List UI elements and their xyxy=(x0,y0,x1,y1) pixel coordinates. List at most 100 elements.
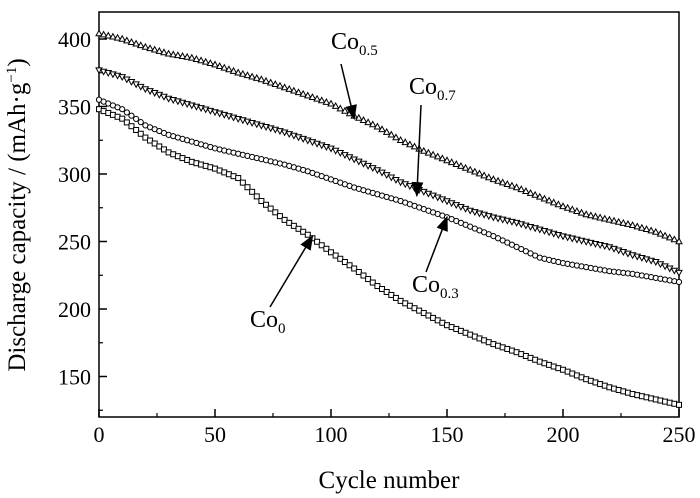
data-point xyxy=(95,29,103,37)
data-point xyxy=(314,238,321,245)
data-point xyxy=(206,59,215,66)
data-point xyxy=(331,102,340,109)
data-point xyxy=(396,136,405,143)
data-point xyxy=(308,93,317,101)
data-point xyxy=(323,245,330,252)
y-axis-title: Discharge capacity / (mAh·g−1) xyxy=(4,58,31,371)
y-tick-label: 250 xyxy=(58,230,91,255)
data-point xyxy=(610,216,618,224)
data-point xyxy=(128,112,135,119)
data-point xyxy=(99,30,108,38)
data-point xyxy=(160,93,168,101)
data-point xyxy=(133,126,140,133)
data-point xyxy=(123,119,130,126)
annotation-arrow xyxy=(340,63,357,121)
data-point xyxy=(169,50,178,58)
x-axis-title: Cycle number xyxy=(319,467,461,494)
data-point xyxy=(535,192,544,200)
data-point xyxy=(109,32,117,40)
data-point xyxy=(317,96,326,104)
x-tick-label: 250 xyxy=(663,422,696,447)
data-point xyxy=(104,31,113,39)
data-point xyxy=(596,213,604,221)
data-point xyxy=(238,69,247,77)
y-axis-title-main: Discharge capacity / (mAh·g xyxy=(4,82,31,372)
data-point xyxy=(475,169,484,177)
data-point xyxy=(113,33,122,41)
data-point xyxy=(549,198,558,206)
annotation-label-subscript: 0.3 xyxy=(440,286,459,302)
data-point xyxy=(271,80,280,88)
data-point xyxy=(137,130,144,137)
data-point xyxy=(136,41,145,49)
data-point xyxy=(410,142,419,150)
data-point xyxy=(457,203,465,211)
data-point xyxy=(563,203,572,211)
data-point xyxy=(498,178,507,186)
data-point xyxy=(368,120,377,128)
annotation-Co0-7: Co0.7 xyxy=(409,74,456,198)
data-point xyxy=(675,237,683,245)
data-point xyxy=(243,71,252,79)
data-point xyxy=(573,207,581,214)
annotation-label: Co0.7 xyxy=(409,74,456,104)
annotation-label: Co0 xyxy=(250,307,286,337)
data-point xyxy=(146,88,154,96)
data-point xyxy=(429,192,437,200)
data-point xyxy=(150,90,159,97)
y-tick-label: 400 xyxy=(58,27,91,52)
data-point xyxy=(133,115,140,123)
data-point xyxy=(299,89,308,97)
data-point xyxy=(522,187,530,194)
series-layer xyxy=(95,29,683,408)
data-point xyxy=(253,193,260,200)
data-point xyxy=(132,39,140,47)
data-point xyxy=(239,179,246,186)
data-point xyxy=(303,91,312,99)
data-point xyxy=(447,158,456,166)
data-point xyxy=(262,76,270,84)
data-point xyxy=(512,183,521,191)
x-tick-label: 150 xyxy=(431,422,464,447)
data-point xyxy=(123,109,130,116)
data-point xyxy=(346,262,353,269)
data-point xyxy=(489,175,498,183)
data-point xyxy=(341,259,348,266)
data-point xyxy=(164,49,173,57)
data-point xyxy=(127,38,136,45)
data-point xyxy=(248,72,256,80)
data-point xyxy=(155,91,164,99)
data-point xyxy=(461,205,470,213)
data-point xyxy=(638,223,646,231)
data-point xyxy=(517,185,526,193)
data-point xyxy=(360,272,367,279)
data-point xyxy=(406,140,414,148)
data-point xyxy=(272,209,279,216)
data-point xyxy=(508,181,516,189)
data-point xyxy=(387,130,396,138)
annotation-label-base: Co xyxy=(331,29,359,55)
annotation-label-base: Co xyxy=(409,74,437,100)
data-point xyxy=(675,269,683,277)
data-point xyxy=(327,99,335,107)
data-point xyxy=(466,165,475,173)
data-point xyxy=(480,171,488,179)
data-point xyxy=(211,60,219,68)
data-point xyxy=(258,198,265,204)
data-point xyxy=(192,55,201,62)
annotation-label: Co0.3 xyxy=(412,272,459,302)
data-point xyxy=(531,190,540,198)
data-point xyxy=(382,127,391,135)
y-axis-title-suffix: ) xyxy=(4,58,31,66)
data-point xyxy=(647,226,656,234)
data-point xyxy=(424,148,433,156)
data-point xyxy=(355,269,362,276)
data-point xyxy=(401,138,410,146)
data-point xyxy=(354,113,363,121)
series-Co0-7 xyxy=(95,67,683,277)
data-point xyxy=(675,278,683,286)
annotation-Co0: Co0 xyxy=(250,234,314,337)
data-point xyxy=(559,202,567,210)
axis-ticks: 0 50 100 150 200 250 150 200 250 300 350 400 xyxy=(58,27,696,447)
